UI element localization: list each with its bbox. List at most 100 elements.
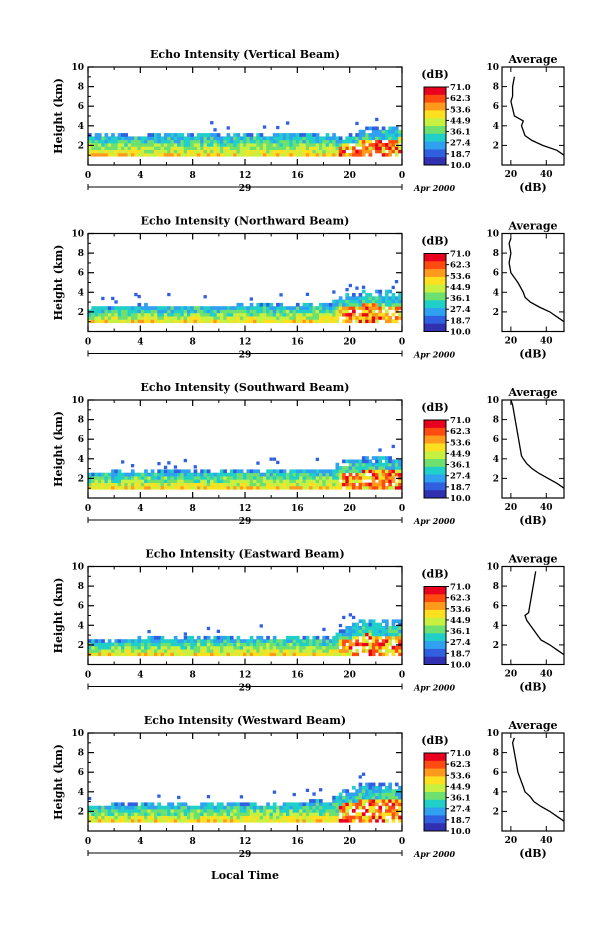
echo-cell (210, 805, 214, 810)
echo-cell (319, 652, 323, 657)
colorbar-tick-label: 10.0 (450, 328, 471, 338)
echo-cell (187, 149, 191, 154)
echo-cell (368, 459, 373, 464)
echo-cell (371, 312, 376, 317)
echo-cell (345, 136, 350, 141)
echo-cell (220, 645, 224, 650)
echo-cell (246, 639, 251, 643)
colorbar-swatch (424, 149, 446, 158)
echo-cell (292, 139, 297, 144)
echo-cell (365, 642, 369, 647)
x-tick-label: 16 (291, 171, 304, 181)
echo-cell (163, 146, 168, 150)
echo-cell (398, 645, 402, 650)
echo-cell (348, 152, 353, 157)
echo-cell (378, 815, 383, 820)
echo-cell (147, 809, 152, 813)
echo-cell (111, 296, 115, 301)
echo-cell (170, 818, 175, 823)
date-label: Apr 2000 (413, 849, 456, 859)
echo-cell (200, 812, 204, 816)
echo-cell (305, 472, 310, 477)
echo-cell (140, 812, 145, 816)
echo-cell (335, 815, 340, 820)
echo-cell (220, 316, 224, 320)
echo-cell (272, 645, 277, 650)
echo-cell (328, 306, 333, 310)
colorbar-swatch (424, 110, 446, 119)
echo-cell (124, 482, 128, 487)
echo-cell (335, 146, 340, 150)
echo-cell (173, 485, 178, 490)
average-y-tick-label: 10 (486, 63, 499, 73)
echo-cell (167, 469, 171, 474)
echo-cell (272, 639, 277, 643)
echo-cell (259, 482, 264, 487)
echo-cell (325, 482, 330, 487)
echo-cell (130, 649, 135, 653)
colorbar-tick-label: 36.1 (450, 461, 471, 471)
echo-cell (147, 136, 152, 141)
echo-cell (292, 133, 297, 137)
echo-cell (134, 319, 138, 324)
echo-cell (381, 642, 386, 647)
echo-cell (180, 639, 185, 643)
echo-cell (94, 652, 99, 657)
echo-cell (150, 815, 155, 820)
echo-cell (352, 785, 356, 790)
echo-cell (200, 306, 204, 310)
echo-cell (365, 818, 369, 823)
echo-cell (246, 802, 251, 807)
echo-cell (130, 139, 135, 144)
echo-cell (107, 642, 112, 647)
echo-cell (325, 649, 330, 653)
y-tick-label: 6 (78, 435, 84, 445)
echo-cell (101, 146, 105, 150)
echo-cell (107, 652, 112, 657)
echo-cell (358, 805, 363, 810)
echo-cell (398, 129, 402, 134)
echo-cell (289, 642, 293, 647)
echo-cell (229, 136, 234, 141)
echo-cell (173, 812, 178, 816)
echo-cell (352, 146, 356, 150)
echo-cell (259, 815, 264, 820)
echo-cell (200, 136, 204, 141)
average-frame (501, 399, 565, 499)
echo-cell (381, 652, 386, 657)
echo-cell (352, 629, 356, 633)
echo-cell (124, 472, 128, 477)
echo-cell (398, 312, 402, 317)
echo-cell (342, 649, 346, 653)
echo-cell (289, 136, 293, 141)
echo-cell (385, 645, 389, 650)
echo-cell (375, 629, 379, 633)
echo-cell (394, 649, 399, 653)
echo-cell (322, 812, 326, 816)
echo-cell (312, 799, 317, 803)
echo-cell (121, 639, 125, 643)
echo-cell (361, 289, 366, 294)
echo-cell (394, 133, 399, 137)
echo-cell (223, 485, 227, 490)
colorbar-swatch (424, 292, 446, 301)
echo-cell (190, 136, 194, 141)
echo-cell (140, 802, 145, 807)
echo-cell (262, 136, 267, 141)
echo-cell (338, 472, 343, 477)
echo-cell (144, 309, 148, 314)
echo-cell (394, 302, 399, 307)
echo-cell (355, 319, 359, 324)
echo-cell (243, 312, 247, 317)
echo-cell (163, 465, 168, 469)
echo-cell (111, 479, 115, 483)
echo-cell (173, 809, 178, 813)
echo-cell (309, 485, 313, 490)
echo-cell (292, 469, 297, 474)
echo-cell (144, 479, 148, 483)
y-tick-label: 10 (71, 396, 84, 406)
echo-cell (302, 476, 307, 480)
echo-cell (104, 152, 109, 157)
echo-cell (319, 149, 323, 154)
echo-cell (262, 649, 267, 653)
